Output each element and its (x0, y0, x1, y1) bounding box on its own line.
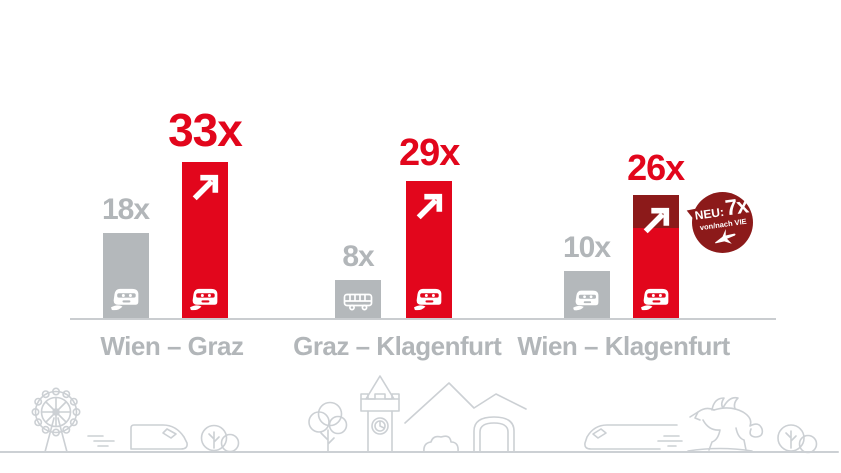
category-label: Graz – Klagenfurt (293, 331, 502, 361)
train-icon (572, 290, 598, 311)
bar-column-gray: 10x (563, 231, 611, 318)
plane-icon (714, 228, 735, 244)
mountains-sketch (404, 382, 527, 424)
train-left-sketch (584, 424, 683, 450)
train-right-sketch (87, 424, 188, 450)
lindwurm-dragon-sketch (687, 396, 764, 452)
bar-red (406, 181, 453, 318)
train-icon (414, 288, 442, 311)
bar-column-red: 29x (399, 132, 460, 318)
value-label-gray: 8x (342, 240, 374, 273)
arrow-up-right-icon (643, 207, 669, 234)
clock-tower-sketch (360, 375, 400, 453)
value-label-red: 29x (399, 132, 460, 174)
bar-column-gray: 8x (335, 242, 381, 318)
bar-red (181, 162, 228, 318)
value-label-gray: 18x (102, 193, 150, 226)
arrow-up-right-icon (192, 174, 219, 201)
round-trees-sketch (200, 424, 240, 453)
neu-badge-content: NEU: 7x von/nach VIE (692, 193, 752, 251)
bar-gray (563, 271, 610, 318)
footer-illustration (0, 375, 839, 454)
train-icon (189, 288, 218, 311)
tree-sketch (308, 401, 348, 453)
value-label-red: 26x (627, 147, 685, 188)
bar-column-gray: 18x (102, 193, 150, 318)
bush-sketch (423, 435, 459, 453)
arrow-up-right-icon (416, 193, 443, 220)
chart-baseline (70, 318, 776, 320)
bar-column-red: 26x (627, 147, 685, 318)
bar-gray (102, 233, 149, 318)
bar-red (632, 195, 679, 318)
bar-group-wien-graz: 18x 33x (100, 104, 244, 361)
neu-badge: NEU: 7x von/nach VIE (692, 192, 753, 253)
tunnel-sketch (473, 416, 515, 453)
category-label: Wien – Graz (100, 331, 244, 361)
value-label-red: 33x (168, 104, 243, 156)
ferris-wheel-sketch (31, 387, 81, 453)
bar-group-graz-klagenfurt: 8x 29x (293, 132, 502, 361)
bus-icon (343, 293, 373, 311)
value-label-gray: 10x (563, 231, 611, 264)
round-trees-2-sketch (777, 424, 818, 454)
category-label: Wien – Klagenfurt (517, 331, 730, 361)
train-icon (110, 288, 138, 311)
bar-gray (335, 280, 381, 318)
train-icon (640, 288, 668, 311)
bar-group-wien-klagenfurt: 10x 26x (517, 147, 730, 362)
bar-column-red: 33x (168, 104, 243, 318)
